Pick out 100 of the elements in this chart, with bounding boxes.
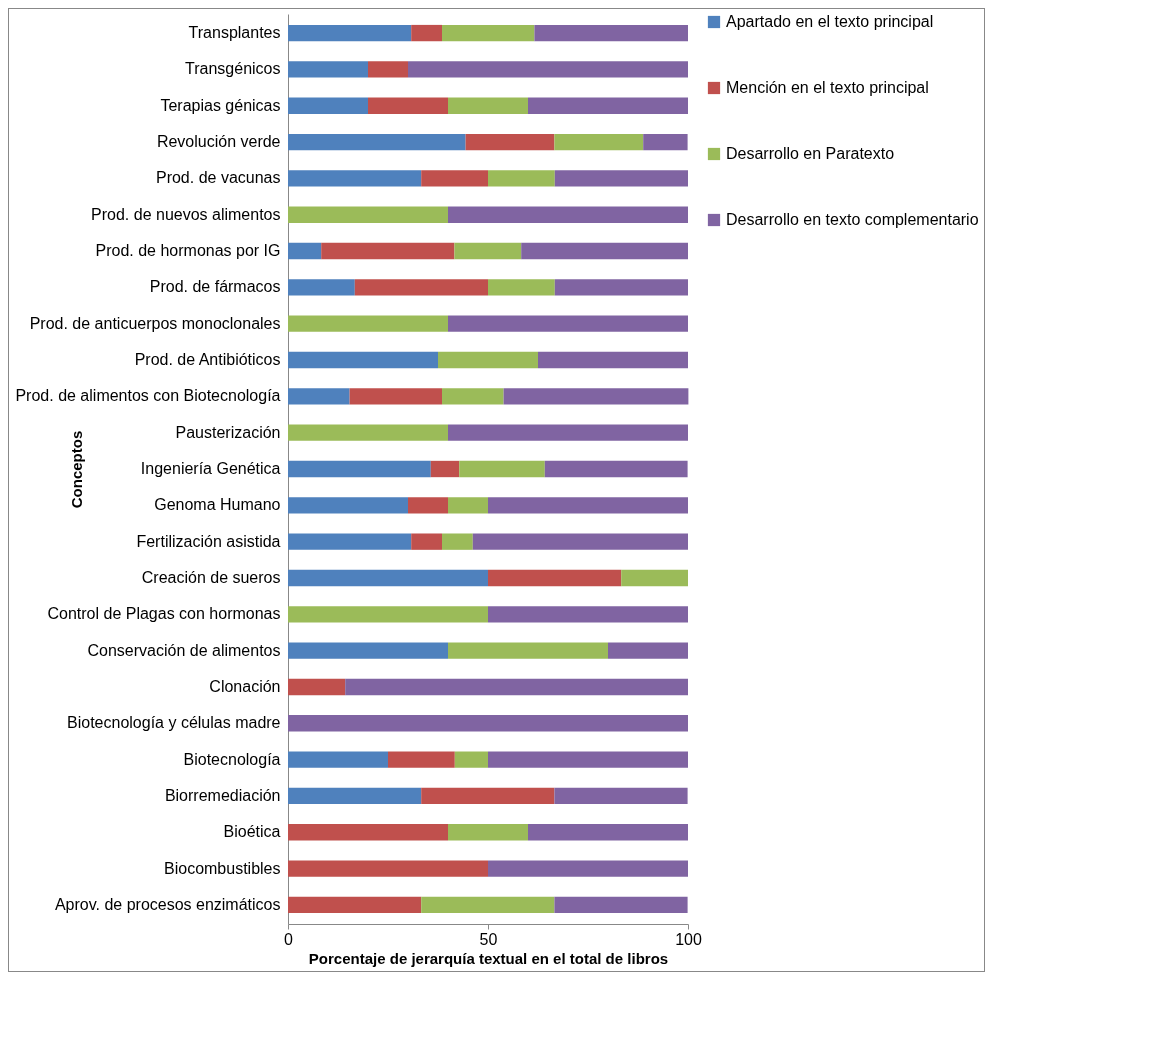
bar bbox=[448, 206, 688, 223]
bar bbox=[448, 497, 488, 514]
bar bbox=[288, 24, 412, 42]
bar bbox=[345, 678, 688, 696]
bar bbox=[288, 751, 388, 768]
bar bbox=[488, 170, 555, 187]
bar bbox=[288, 206, 448, 223]
bar bbox=[349, 388, 442, 405]
bar bbox=[608, 642, 688, 659]
y-tick-label: Fertilización asistida bbox=[136, 532, 281, 550]
y-tick-label: Biotecnología bbox=[183, 750, 281, 768]
bar bbox=[288, 642, 448, 659]
legend-label: Mención en el texto principal bbox=[726, 79, 929, 96]
x-tick-label: 50 bbox=[479, 930, 498, 948]
y-tick-label: Aprov. de procesos enzimáticos bbox=[54, 895, 281, 913]
bar bbox=[554, 787, 688, 805]
bar bbox=[288, 133, 466, 151]
bar bbox=[554, 896, 688, 914]
bar bbox=[288, 715, 688, 732]
y-tick-label: Prod. de anticuerpos monoclonales bbox=[29, 314, 281, 332]
y-tick-label: Prod. de Antibióticos bbox=[134, 351, 281, 369]
bar bbox=[544, 460, 688, 478]
bar bbox=[448, 97, 528, 114]
y-tick-label: Revolución verde bbox=[156, 133, 281, 151]
y-tick-label: Clonación bbox=[209, 677, 281, 695]
bar bbox=[288, 497, 408, 514]
bar bbox=[288, 351, 438, 369]
bar bbox=[288, 824, 448, 841]
bar bbox=[442, 533, 473, 550]
y-tick-label: Biotecnología y células madre bbox=[67, 714, 281, 732]
bar bbox=[368, 97, 448, 114]
y-tick-label: Prod. de fármacos bbox=[149, 278, 281, 296]
bar bbox=[430, 460, 460, 478]
y-tick-label: Biocombustibles bbox=[164, 859, 281, 877]
legend-label: Apartado en el texto principal bbox=[726, 13, 934, 30]
bar bbox=[288, 787, 422, 805]
bar bbox=[408, 61, 688, 78]
bar bbox=[488, 497, 688, 514]
bar bbox=[288, 533, 412, 550]
bar bbox=[554, 133, 644, 151]
bar bbox=[554, 170, 688, 187]
bar bbox=[454, 242, 522, 260]
bar bbox=[442, 24, 535, 42]
bar bbox=[448, 824, 528, 841]
bar bbox=[459, 460, 545, 478]
bar bbox=[488, 860, 688, 877]
y-tick-label: Genoma Humano bbox=[154, 496, 281, 514]
bar bbox=[442, 388, 504, 405]
x-axis-title: Porcentaje de jerarquía textual en el total de libros bbox=[308, 949, 669, 967]
x-tick-label: 100 bbox=[675, 930, 702, 948]
bar bbox=[465, 133, 555, 151]
bar bbox=[288, 279, 355, 296]
bar bbox=[288, 315, 448, 332]
bar bbox=[288, 61, 368, 78]
bar bbox=[521, 242, 688, 260]
y-tick-label: Conservación de alimentos bbox=[87, 641, 281, 659]
bar bbox=[488, 279, 555, 296]
bar bbox=[438, 351, 538, 369]
bar bbox=[421, 896, 555, 914]
y-tick-label: Biorremediación bbox=[164, 786, 281, 804]
bar bbox=[554, 279, 688, 296]
bar bbox=[411, 24, 442, 42]
bar bbox=[488, 606, 688, 623]
bar bbox=[448, 642, 608, 659]
y-tick-label: Transgénicos bbox=[185, 60, 281, 78]
bar bbox=[528, 824, 688, 841]
bar bbox=[354, 279, 488, 296]
bar bbox=[288, 860, 488, 877]
legend-label: Desarrollo en texto complementario bbox=[726, 211, 979, 228]
x-tick-label: 0 bbox=[284, 930, 294, 948]
bar bbox=[411, 533, 442, 550]
bar bbox=[388, 751, 455, 768]
bar bbox=[534, 24, 688, 42]
y-axis-title: Conceptos bbox=[67, 430, 85, 509]
bar bbox=[503, 388, 689, 405]
bar bbox=[288, 242, 322, 260]
y-tick-label: Transplantes bbox=[188, 24, 281, 42]
bar bbox=[321, 242, 455, 260]
bar bbox=[288, 569, 488, 587]
bar bbox=[643, 133, 688, 151]
y-tick-label: Control de Plagas con hormonas bbox=[47, 605, 281, 623]
y-tick-label: Pausterización bbox=[175, 423, 281, 441]
bar bbox=[288, 678, 346, 696]
y-tick-label: Prod. de hormonas por IG bbox=[95, 242, 281, 260]
y-tick-label: Prod. de alimentos con Biotecnología bbox=[15, 387, 281, 405]
bar bbox=[288, 460, 431, 478]
bar bbox=[288, 170, 422, 187]
bar bbox=[528, 97, 688, 114]
bar bbox=[448, 424, 688, 441]
bar bbox=[421, 170, 488, 187]
bar bbox=[288, 388, 350, 405]
legend-label: Desarrollo en Paratexto bbox=[726, 145, 895, 162]
bar bbox=[288, 606, 488, 623]
y-tick-label: Bioética bbox=[223, 823, 281, 841]
y-tick-label: Terapias génicas bbox=[160, 96, 281, 114]
bar bbox=[288, 896, 422, 914]
bar bbox=[621, 569, 688, 587]
bar bbox=[454, 751, 488, 768]
bar bbox=[408, 497, 448, 514]
bar bbox=[538, 351, 688, 369]
